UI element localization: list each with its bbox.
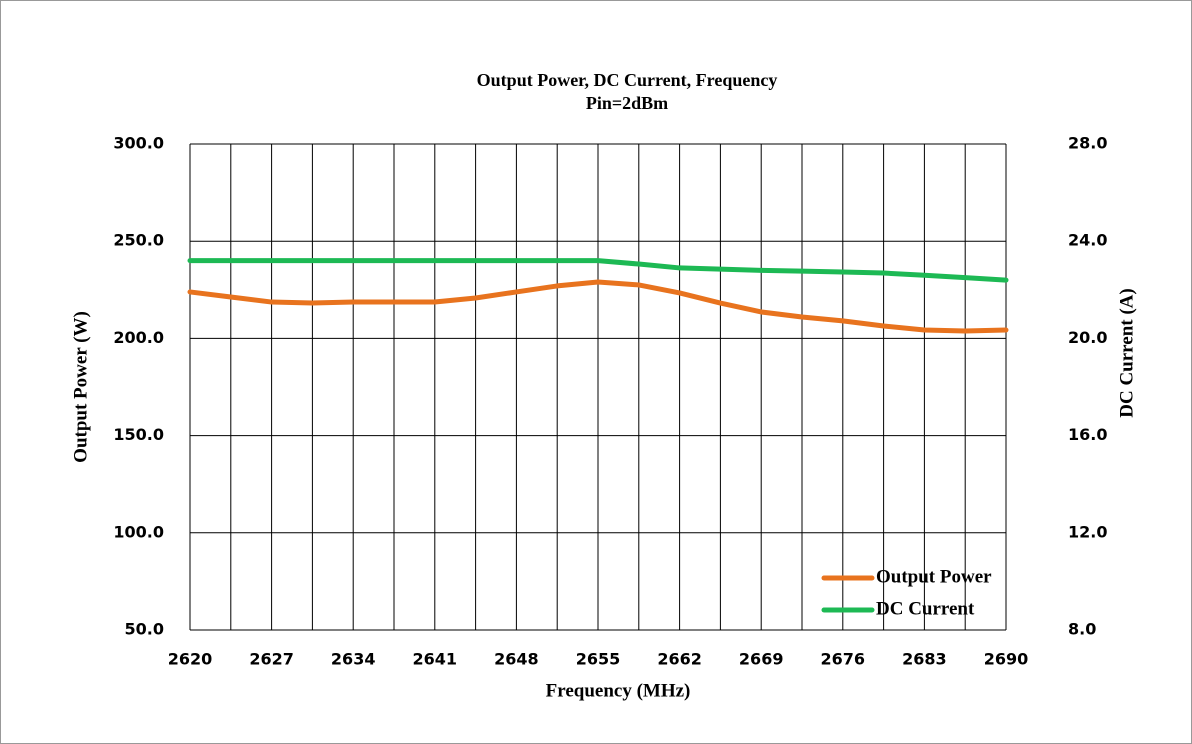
x-tick-label: 2655 bbox=[576, 650, 621, 669]
x-tick-label: 2669 bbox=[739, 650, 784, 669]
y2-tick-label: 16.0 bbox=[1068, 425, 1107, 444]
y2-tick-label: 8.0 bbox=[1068, 620, 1096, 639]
legend-label: Output Power bbox=[876, 566, 992, 587]
x-tick-label: 2662 bbox=[657, 650, 702, 669]
x-axis-label: Frequency (MHz) bbox=[546, 680, 691, 701]
series-line bbox=[187, 279, 1009, 334]
x-tick-label: 2627 bbox=[249, 650, 294, 669]
y-tick-label: 150.0 bbox=[113, 425, 164, 444]
y2-tick-label: 20.0 bbox=[1068, 328, 1107, 347]
chart-subtitle: Pin=2dBm bbox=[586, 93, 668, 113]
y2-tick-label: 12.0 bbox=[1068, 522, 1107, 541]
y-tick-label: 300.0 bbox=[113, 134, 164, 153]
chart-title: Output Power, DC Current, Frequency bbox=[477, 70, 778, 90]
y-tick-label: 50.0 bbox=[125, 620, 164, 639]
x-tick-label: 2634 bbox=[331, 650, 376, 669]
x-tick-label: 2620 bbox=[168, 650, 213, 669]
y-tick-label: 200.0 bbox=[113, 328, 164, 347]
x-tick-label: 2641 bbox=[413, 650, 458, 669]
x-tick-label: 2648 bbox=[494, 650, 539, 669]
x-tick-label: 2676 bbox=[821, 650, 866, 669]
y2-tick-label: 28.0 bbox=[1068, 134, 1107, 153]
y2-tick-label: 24.0 bbox=[1068, 231, 1107, 250]
y-tick-label: 250.0 bbox=[113, 231, 164, 250]
y-axis-label: Output Power (W) bbox=[70, 311, 91, 463]
x-tick-label: 2690 bbox=[984, 650, 1029, 669]
y2-axis-label: DC Current (A) bbox=[1116, 288, 1137, 417]
series-line bbox=[187, 258, 1009, 283]
legend-label: DC Current bbox=[876, 598, 975, 619]
x-tick-label: 2683 bbox=[902, 650, 947, 669]
y-tick-label: 100.0 bbox=[113, 522, 164, 541]
